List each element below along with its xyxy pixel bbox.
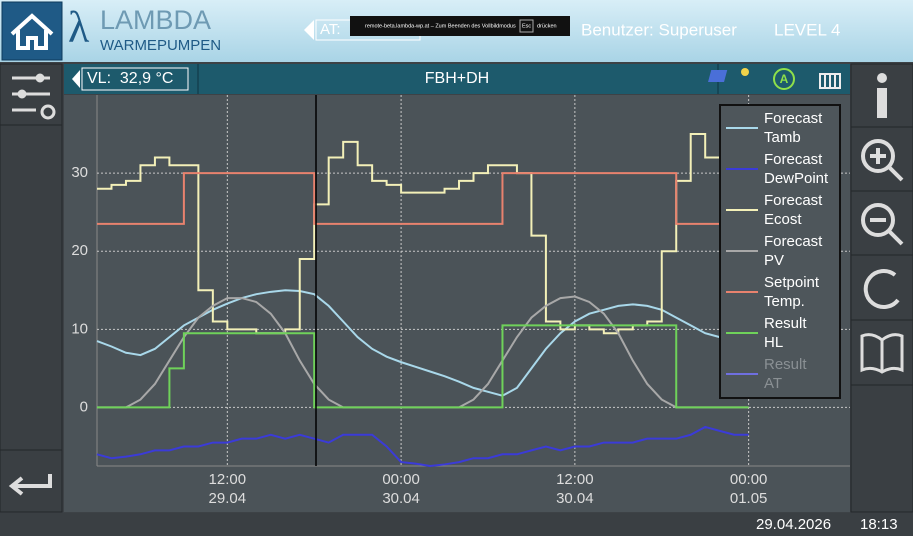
sub-title: FBH+DH bbox=[425, 70, 489, 87]
x-tick-label: 00:00 bbox=[730, 471, 768, 488]
legend-label: Result HL bbox=[764, 315, 807, 351]
svg-text:A: A bbox=[780, 72, 789, 86]
fullscreen-notice bbox=[350, 16, 570, 36]
zoom-out-icon[interactable] bbox=[861, 203, 904, 246]
vl-box bbox=[81, 67, 189, 91]
logo-main: LAMBDA bbox=[100, 5, 211, 35]
y-tick-label: 10 bbox=[71, 320, 88, 337]
legend-label: Forecast PV bbox=[764, 233, 823, 269]
notice-text: remote-beta.lambda-wp.at – Zum Beenden d… bbox=[365, 23, 516, 29]
x-tick-label: 30.04 bbox=[556, 490, 594, 507]
y-tick-label: 0 bbox=[80, 398, 88, 415]
manual-icon[interactable] bbox=[860, 333, 904, 374]
status-time: 18:13 bbox=[860, 516, 898, 533]
status-bar bbox=[0, 513, 913, 536]
legend-label: Setpoint Temp. bbox=[764, 274, 820, 310]
legend-label: Forecast Ecost bbox=[764, 192, 823, 228]
x-tick-label: 29.04 bbox=[209, 490, 247, 507]
lines bbox=[96, 133, 750, 468]
vl-arrow[interactable] bbox=[72, 70, 80, 88]
legend-label: Forecast DewPoint bbox=[764, 151, 829, 187]
vl-value: VL: 32,9 °C bbox=[87, 70, 173, 87]
home-button[interactable] bbox=[1, 1, 63, 61]
y-tick-label: 20 bbox=[71, 242, 88, 259]
logo-symbol: λ bbox=[68, 3, 90, 52]
right-sidebar bbox=[850, 63, 913, 513]
pv-icon[interactable] bbox=[708, 68, 749, 82]
notice-key-box bbox=[519, 19, 534, 33]
legend-label: Result AT bbox=[764, 356, 807, 392]
series-line bbox=[96, 289, 749, 397]
at-label: AT: bbox=[320, 21, 341, 38]
logo-sub: WARMEPUMPEN bbox=[100, 37, 221, 54]
auto-icon[interactable]: A bbox=[773, 68, 795, 90]
notice-end: drücken bbox=[537, 23, 557, 29]
right-separators bbox=[851, 126, 913, 386]
x-tick-label: 00:00 bbox=[382, 471, 420, 488]
settings-icon[interactable] bbox=[12, 73, 56, 120]
level: LEVEL 4 bbox=[774, 20, 840, 39]
x-tick-label: 12:00 bbox=[556, 471, 594, 488]
info-icon[interactable] bbox=[877, 73, 887, 118]
legend-label: Forecast Tamb bbox=[764, 110, 823, 146]
x-tick-label: 01.05 bbox=[730, 490, 768, 507]
y-tick-label: 30 bbox=[71, 164, 88, 181]
back-icon[interactable] bbox=[8, 474, 52, 496]
home-icon bbox=[10, 13, 54, 50]
heater-icon[interactable] bbox=[819, 73, 841, 89]
user: Benutzer: Superuser bbox=[581, 20, 737, 39]
status-date: 29.04.2026 bbox=[756, 516, 831, 533]
x-tick-label: 12:00 bbox=[209, 471, 247, 488]
axis-labels: 0 10 20 30 12:00 29.04 00:00 30.04 12:00 30.04 00:… bbox=[71, 164, 767, 507]
series-line bbox=[96, 425, 749, 468]
left-sidebar bbox=[0, 63, 63, 513]
series-line bbox=[97, 324, 749, 409]
notice-key: Esc bbox=[522, 23, 531, 29]
series-line bbox=[97, 172, 749, 225]
refresh-icon[interactable] bbox=[863, 269, 900, 310]
at-arrow[interactable] bbox=[304, 20, 314, 40]
x-tick-label: 30.04 bbox=[382, 490, 420, 507]
zoom-in-icon[interactable] bbox=[861, 139, 904, 182]
legend-entries: Forecast Tamb Forecast DewPoint Forecast Ecos… bbox=[726, 110, 829, 392]
